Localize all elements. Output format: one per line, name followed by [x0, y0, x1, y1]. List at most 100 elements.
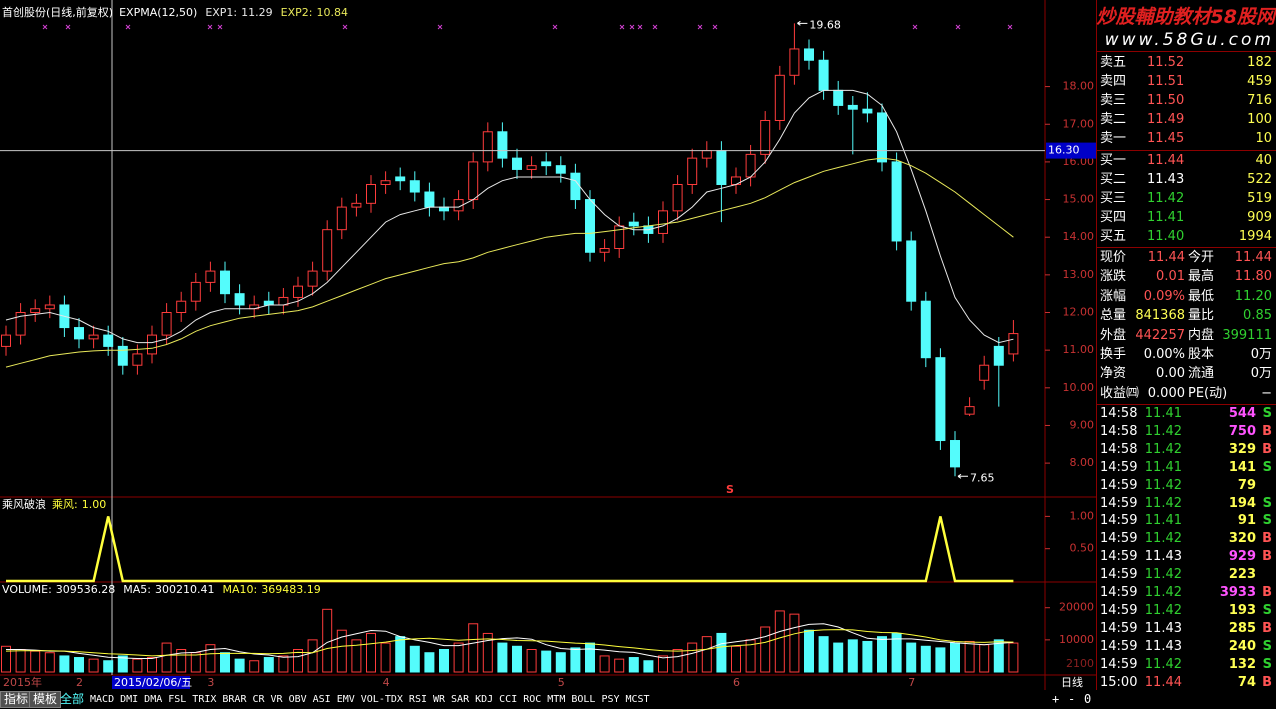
volume-bar: [774, 610, 785, 673]
volume-bar: [964, 640, 975, 673]
indicator-tab[interactable]: BRAR: [222, 694, 247, 705]
indicator-tab[interactable]: VR: [270, 694, 283, 705]
indicator-tab[interactable]: MTM: [547, 694, 566, 705]
indicator-tab[interactable]: MACD: [90, 694, 115, 705]
volume-bar: [482, 632, 493, 673]
candle-body: [439, 206, 449, 212]
stat-label: 净资: [1100, 366, 1127, 382]
y-tick-label: 12.00: [1063, 306, 1095, 319]
order-volume: 182: [1247, 55, 1272, 70]
stat-label: 内盘: [1188, 327, 1215, 343]
trade-row: 14:59 11.42 223: [1097, 566, 1276, 584]
zoom-control[interactable]: +: [1052, 692, 1060, 706]
trade-row: 14:59 11.43 929 B: [1097, 548, 1276, 566]
trade-time: 14:59: [1100, 513, 1138, 529]
volume-bar: [190, 652, 201, 673]
order-price: 11.49: [1147, 112, 1185, 127]
legend-name: 乘风:: [52, 498, 78, 511]
volume-bar: [44, 652, 55, 673]
tab[interactable]: 模板: [29, 691, 62, 708]
order-volume: 10: [1255, 131, 1272, 146]
signal-label: S: [726, 483, 734, 496]
indicator-tab[interactable]: VOL-TDX: [360, 694, 403, 705]
legend-name: VOLUME:: [2, 583, 52, 596]
candle-body: [701, 150, 712, 159]
indicator-tab[interactable]: KDJ: [475, 694, 494, 705]
zoom-control[interactable]: -: [1068, 692, 1076, 706]
indicator-tab[interactable]: RSI: [408, 694, 427, 705]
indicator-tab[interactable]: CR: [252, 694, 265, 705]
volume-bar: [920, 645, 931, 673]
stat-label: 量比: [1188, 308, 1215, 324]
period-label[interactable]: 日线: [1061, 675, 1083, 689]
trade-time: 14:58: [1100, 406, 1138, 421]
trade-time: 14:59: [1100, 459, 1138, 475]
indicator-tab[interactable]: CCI: [499, 694, 518, 705]
trade-time: 14:59: [1100, 495, 1138, 511]
panel-title: 乘风破浪: [2, 497, 46, 511]
trade-side: S: [1262, 459, 1272, 475]
stat-value: −: [1261, 385, 1272, 401]
signal-marker: [712, 24, 718, 30]
candle-body: [409, 180, 420, 193]
indicator-tab[interactable]: ROC: [523, 694, 542, 705]
trade-time: 14:58: [1100, 441, 1138, 457]
signal-marker: [65, 24, 71, 30]
order-volume: 522: [1247, 172, 1272, 187]
trade-side: B: [1262, 549, 1272, 565]
trade-time: 14:59: [1100, 477, 1138, 493]
stat-value: 399111: [1222, 327, 1272, 343]
trade-volume: 91: [1237, 513, 1256, 529]
trade-price: 11.43: [1144, 620, 1182, 636]
x-tick-label: 4: [383, 676, 390, 689]
candle-body: [220, 270, 230, 295]
trade-price: 11.42: [1144, 423, 1182, 439]
indicator-tab[interactable]: DMA: [144, 694, 163, 705]
indicator-tab[interactable]: ASI: [312, 694, 331, 705]
indicator-tab[interactable]: OBV: [288, 694, 307, 705]
signal-marker: [217, 24, 223, 30]
indicator-tab[interactable]: EMV: [336, 694, 355, 705]
trade-side: S: [1262, 406, 1272, 421]
indicator-tab[interactable]: WR: [432, 694, 446, 705]
indicator-tab[interactable]: FSL: [168, 694, 187, 705]
candle-body: [804, 48, 814, 61]
stat-label: 今开: [1188, 250, 1215, 265]
candle-body: [336, 206, 347, 231]
indicator-tab[interactable]: TRIX: [192, 694, 217, 705]
indicator-tab[interactable]: PSY: [601, 694, 620, 705]
indicator-tab[interactable]: DMI: [120, 694, 139, 705]
indicator-tab[interactable]: 全部: [60, 692, 85, 706]
volume-bar: [30, 650, 41, 673]
volume-bar: [132, 658, 143, 673]
stat-value: 0.09%: [1143, 288, 1185, 304]
zoom-control[interactable]: 0: [1084, 692, 1092, 706]
legend-value: 1.00: [82, 498, 107, 511]
order-row: 卖三 11.50 716: [1097, 91, 1276, 110]
volume-bar: [731, 645, 741, 673]
candle-body: [234, 293, 245, 306]
stat-label: 最低: [1188, 288, 1215, 304]
crosshair-date: 2015/02/06/五: [114, 676, 192, 689]
y-tick-label: 14.00: [1063, 230, 1095, 243]
quote-panel: 炒股輔助教材58股网 www.58Gu.com 卖五 11.52 182 卖四 11.51 4…: [1097, 0, 1276, 690]
chart-area: S 2015/02/06/五 日线 8.00 9.00 10.00 11.00 12.0…: [0, 0, 1097, 690]
signal-marker: [125, 24, 131, 30]
volume-bar: [643, 660, 654, 673]
volume-bar: [351, 639, 362, 673]
trade-price: 11.42: [1144, 585, 1182, 600]
indicator-tab[interactable]: MCST: [625, 694, 650, 705]
stat-row: 收益㈣ 0.000 PE(动) −: [1097, 384, 1276, 403]
order-label: 买三: [1100, 191, 1127, 206]
x-tick-label: 6: [733, 676, 740, 689]
trade-row: 14:58 11.42 750 B: [1097, 423, 1276, 441]
indicator-tab[interactable]: BOLL: [571, 694, 596, 705]
trade-price: 11.41: [1144, 513, 1182, 529]
trade-price: 11.42: [1144, 567, 1182, 583]
trade-price: 11.42: [1144, 531, 1182, 547]
indicator-tab[interactable]: SAR: [451, 694, 470, 705]
candle-body: [424, 191, 435, 208]
candle-body: [30, 308, 41, 314]
trade-time: 14:59: [1100, 638, 1138, 654]
tab[interactable]: 指标: [0, 691, 33, 708]
